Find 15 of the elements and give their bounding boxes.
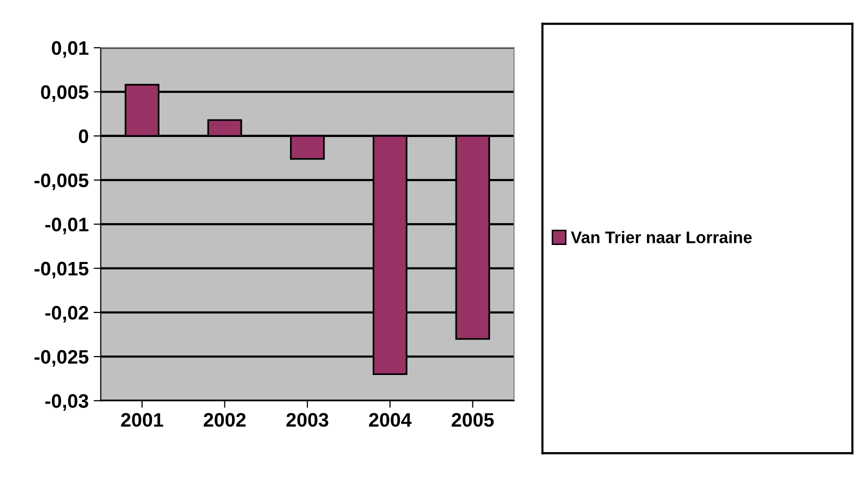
x-tick-label: 2001	[121, 413, 164, 427]
y-tick-label: -0,03	[45, 394, 88, 411]
y-tick-label: 0	[78, 129, 88, 144]
legend-label: Van Trier naar Lorraine	[570, 231, 752, 244]
x-tick-label: 2004	[369, 413, 412, 427]
y-tick-label: -0,015	[34, 262, 88, 278]
x-tick-label: 2005	[452, 413, 494, 427]
y-tick-label: -0,02	[45, 306, 88, 322]
y-tick-label: 0,005	[41, 85, 88, 102]
x-tick-label: 2002	[204, 413, 246, 427]
x-tick-label: 2003	[286, 413, 328, 427]
y-tick-label: 0,01	[52, 41, 88, 58]
y-tick-label: -0,005	[34, 174, 88, 190]
y-tick-label: -0,01	[45, 218, 88, 234]
y-tick-label: -0,025	[34, 350, 88, 367]
